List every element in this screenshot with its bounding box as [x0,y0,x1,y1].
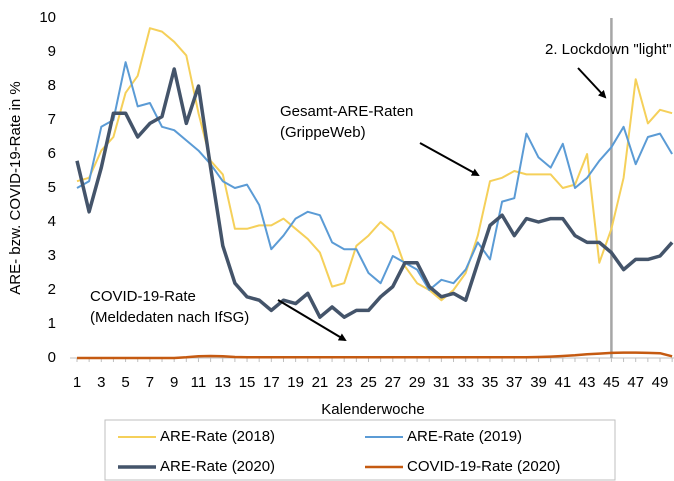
annotation: COVID-19-Rate [90,288,196,305]
x-tick-label: 5 [121,374,129,391]
y-tick-label: 5 [48,179,56,196]
series-line [77,351,673,360]
legend-label: ARE-Rate (2019) [407,428,522,445]
x-tick-label: 19 [287,374,304,391]
x-tick-label: 47 [627,374,644,391]
y-tick-label: 4 [48,213,56,230]
legend-label: ARE-Rate (2020) [160,458,275,475]
annotation-arrow [577,67,607,99]
y-tick-label: 1 [48,315,56,332]
x-tick-label: 29 [409,374,426,391]
x-tick-label: 35 [482,374,499,391]
legend-label: ARE-Rate (2018) [160,428,275,445]
series-line [76,61,673,291]
y-tick-label: 8 [48,77,56,94]
legend-box [104,419,616,481]
x-tick-label: 11 [191,374,207,391]
x-tick-label: 41 [554,374,571,391]
x-tick-label: 7 [146,374,154,391]
annotation: (GrippeWeb) [280,124,366,141]
series-line [75,67,674,319]
x-tick-label: 3 [97,374,105,391]
x-tick-label: 27 [384,374,401,391]
y-tick-label: 6 [48,145,56,162]
x-tick-label: 1 [73,374,81,391]
x-tick-label: 39 [530,374,547,391]
x-tick-label: 49 [652,374,669,391]
y-tick-label: 3 [48,247,56,264]
x-axis-title: Kalenderwoche [321,401,424,418]
x-tick-label: 9 [170,374,178,391]
annotation-arrow [277,299,347,342]
y-tick-label: 0 [48,349,56,366]
x-tick-label: 33 [457,374,474,391]
x-tick-label: 25 [360,374,377,391]
x-tick-label: 45 [603,374,620,391]
annotation: Gesamt-ARE-Raten [280,103,413,120]
y-tick-label: 9 [48,43,56,60]
series-line [76,27,673,302]
annotation: 2. Lockdown "light" [545,41,672,58]
x-tick-label: 31 [433,374,450,391]
y-tick-label: 10 [39,9,56,26]
x-tick-label: 17 [263,374,280,391]
x-tick-label: 21 [312,374,329,391]
legend-label: COVID-19-Rate (2020) [407,458,560,475]
y-tick-label: 2 [48,281,56,298]
y-axis-title: ARE- bzw. COVID-19-Rate in % [7,81,24,294]
x-tick-label: 43 [579,374,596,391]
x-tick-label: 15 [239,374,256,391]
annotation: (Meldedaten nach IfSG) [90,309,249,326]
x-tick-label: 23 [336,374,353,391]
x-tick-label: 13 [214,374,231,391]
annotation-arrow [419,142,480,176]
x-tick-label: 37 [506,374,523,391]
y-tick-label: 7 [48,111,56,128]
